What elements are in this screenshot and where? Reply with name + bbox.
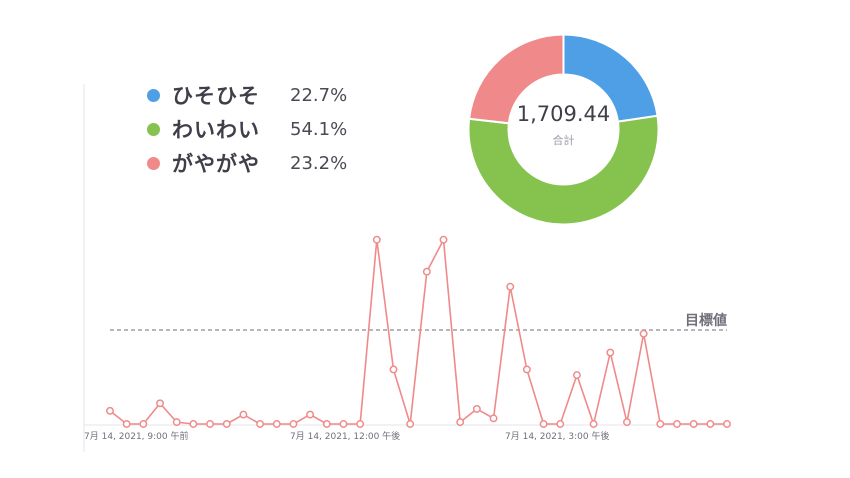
data-point-30[interactable]: [606, 348, 615, 357]
x-tick-label-0: 7月 14, 2021, 9:00 午前: [84, 430, 188, 442]
data-point-26[interactable]: [539, 420, 548, 428]
legend-pct-hisohiso: 22.7%: [290, 84, 348, 106]
donut-center: 1,709.44 合計: [466, 32, 661, 227]
donut-slice-2[interactable]: [467, 33, 565, 125]
data-point-23[interactable]: [489, 414, 498, 423]
data-point-28[interactable]: [572, 371, 581, 380]
donut-svg: [467, 33, 660, 226]
data-point-15[interactable]: [356, 420, 365, 428]
data-point-7[interactable]: [222, 420, 231, 428]
x-tick-label-2: 7月 14, 2021, 3:00 午後: [505, 430, 609, 442]
data-point-19[interactable]: [422, 267, 431, 276]
data-point-25[interactable]: [522, 365, 531, 374]
donut-slice-1[interactable]: [467, 114, 660, 226]
legend-pct-waiwai: 54.1%: [290, 118, 348, 140]
data-point-9[interactable]: [256, 420, 265, 428]
data-point-16[interactable]: [372, 235, 381, 244]
data-point-10[interactable]: [272, 420, 281, 428]
data-point-18[interactable]: [406, 420, 415, 428]
legend-name-hisohiso: ひそひそ: [172, 84, 260, 108]
legend-item-gayagaya[interactable]: がやがや 23.2%: [147, 146, 347, 180]
data-point-11[interactable]: [289, 420, 298, 428]
data-point-34[interactable]: [673, 420, 681, 428]
data-point-36[interactable]: [706, 420, 715, 428]
donut-legend: ひそひそ 22.7% わいわい 54.1% がやがや 23.2%: [147, 78, 347, 180]
legend-dot-hisohiso: [147, 88, 160, 102]
legend-dot-waiwai: [147, 122, 160, 136]
donut-total-value: 1,709.44: [516, 101, 611, 126]
data-point-2[interactable]: [139, 420, 148, 428]
data-point-32[interactable]: [639, 329, 648, 338]
data-point-0[interactable]: [106, 406, 114, 415]
data-point-6[interactable]: [206, 420, 215, 428]
legend-item-hisohiso[interactable]: ひそひそ 22.7%: [147, 78, 347, 112]
legend-name-waiwai: わいわい: [172, 118, 260, 142]
data-point-35[interactable]: [689, 420, 698, 428]
data-point-3[interactable]: [156, 399, 164, 408]
data-point-27[interactable]: [556, 420, 565, 428]
data-point-24[interactable]: [506, 282, 515, 291]
data-point-8[interactable]: [239, 410, 248, 419]
legend-item-waiwai[interactable]: わいわい 54.1%: [147, 112, 347, 146]
data-point-1[interactable]: [122, 420, 131, 428]
data-point-22[interactable]: [472, 405, 481, 413]
target-label: 目標値: [685, 312, 727, 329]
data-point-14[interactable]: [339, 420, 348, 428]
donut-chart: 1,709.44 合計: [466, 32, 661, 227]
x-tick-label-1: 7月 14, 2021, 12:00 午後: [290, 430, 400, 442]
data-point-33[interactable]: [656, 420, 665, 428]
data-point-20[interactable]: [439, 235, 448, 244]
legend-dot-gayagaya: [147, 156, 160, 170]
data-point-31[interactable]: [622, 418, 631, 427]
data-point-13[interactable]: [322, 420, 331, 428]
series-line: [109, 236, 727, 427]
legend-pct-gayagaya: 23.2%: [290, 152, 348, 174]
data-point-21[interactable]: [456, 418, 465, 427]
data-point-12[interactable]: [306, 410, 315, 419]
data-point-37[interactable]: [723, 420, 731, 428]
legend-name-gayagaya: がやがや: [172, 152, 260, 176]
donut-total-label: 合計: [552, 133, 575, 147]
data-point-17[interactable]: [389, 365, 398, 374]
data-point-29[interactable]: [589, 420, 598, 428]
data-point-5[interactable]: [189, 420, 198, 428]
data-point-4[interactable]: [172, 418, 181, 427]
